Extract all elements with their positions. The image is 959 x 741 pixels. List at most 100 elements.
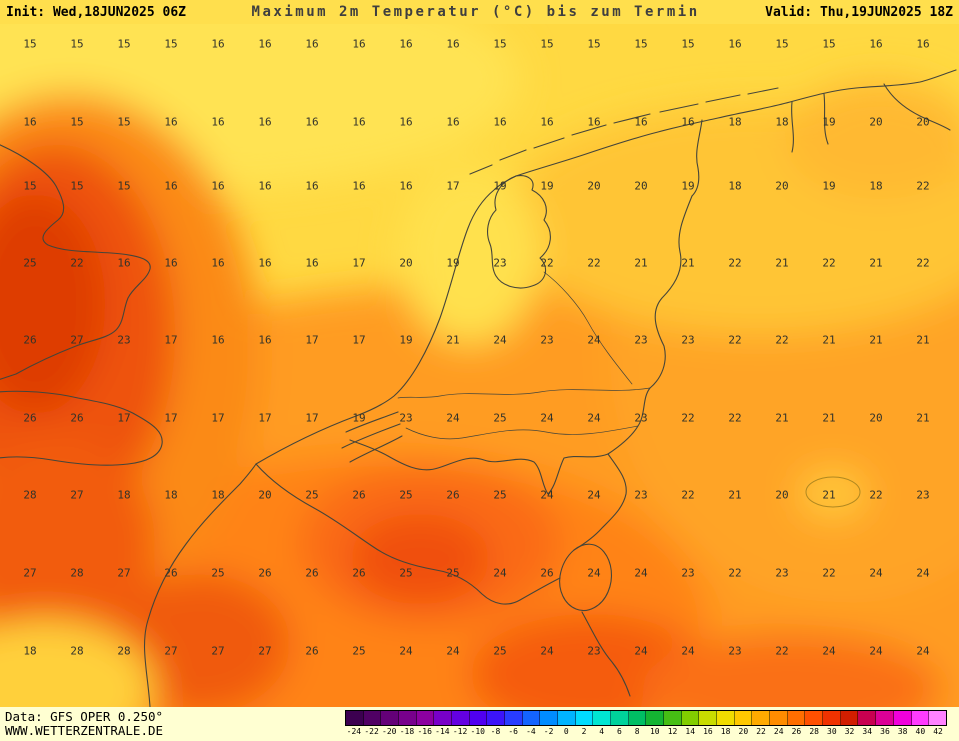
colorbar-cell: [522, 711, 541, 725]
temp-value: 20: [869, 412, 882, 425]
temp-value: 18: [869, 180, 882, 193]
temp-value: 16: [587, 116, 600, 129]
temp-value: 23: [634, 412, 647, 425]
colorbar-cell: [734, 711, 753, 725]
colorbar-tick-label: 22: [756, 727, 766, 736]
temp-value: 23: [916, 489, 929, 502]
temp-value: 24: [493, 567, 507, 580]
temp-value: 20: [587, 180, 600, 193]
colorbar-tick-label: 2: [581, 727, 587, 736]
colorbar-tick-label: 26: [791, 727, 802, 736]
colorbar-cell: [381, 711, 400, 725]
temp-value: 23: [117, 334, 130, 347]
temp-value: 16: [258, 116, 271, 129]
temperature-field: [0, 24, 959, 707]
colorbar-tick-label: 4: [599, 727, 605, 736]
temp-value: 28: [117, 645, 130, 658]
temp-value: 19: [493, 180, 506, 193]
temp-value: 21: [728, 489, 741, 502]
temp-value: 16: [211, 180, 224, 193]
temp-value: 28: [23, 489, 36, 502]
colorbar-tick-label: 8: [634, 727, 640, 736]
temp-value: 15: [540, 38, 553, 51]
temp-value: 21: [775, 412, 788, 425]
colorbar-tick-labels: -24 -22 -20 -18 -16 -14 -12 -10 -8 -6 -4 -2 0 2 4 6 8 10 1…: [345, 727, 947, 736]
luxembourg-border: [559, 543, 613, 611]
temp-value: 25: [352, 645, 365, 658]
temp-value: 28: [70, 645, 83, 658]
colorbar-tick-label: 12: [667, 727, 678, 736]
colorbar-cell: [823, 711, 841, 725]
temp-value: 26: [540, 567, 553, 580]
temp-value: 24: [681, 645, 695, 658]
colorbar-cell: [593, 711, 612, 725]
temp-value: 15: [775, 38, 788, 51]
temp-value: 24: [446, 645, 460, 658]
map-title: Maximum 2m Temperatur (°C) bis zum Termi…: [251, 4, 700, 20]
temp-value: 19: [399, 334, 412, 347]
temp-value: 24: [634, 567, 648, 580]
temp-value: 15: [23, 180, 36, 193]
temp-value: 24: [587, 567, 601, 580]
colorbar-tick-label: -6: [508, 727, 518, 736]
zeeland-delta-islands: [341, 411, 403, 463]
colorbar-cell: [876, 711, 894, 725]
colorbar-cell: [805, 711, 824, 725]
temp-value: 21: [446, 334, 459, 347]
temp-value: 16: [305, 257, 318, 270]
temp-value: 23: [681, 567, 694, 580]
colorbar-tick-label: -14: [435, 727, 450, 736]
temp-value: 23: [587, 645, 600, 658]
temp-value: 17: [305, 412, 318, 425]
temp-value: 18: [117, 489, 130, 502]
temp-value: 21: [869, 334, 882, 347]
colorbar-cell: [505, 711, 523, 725]
temp-value: 16: [446, 116, 459, 129]
temp-value: 16: [164, 180, 177, 193]
temp-value: 24: [869, 645, 883, 658]
temp-value: 25: [211, 567, 224, 580]
wadden-islands: [469, 87, 779, 175]
temp-value: 22: [869, 489, 882, 502]
temp-value: 27: [117, 567, 130, 580]
temp-value: 18: [164, 489, 177, 502]
temp-value: 16: [258, 180, 271, 193]
temp-value: 23: [540, 334, 553, 347]
temp-value: 25: [493, 489, 506, 502]
temp-value: 26: [70, 412, 83, 425]
temp-value: 17: [164, 334, 177, 347]
colorbar-cell: [681, 711, 700, 725]
temperature-values: 15 15 15 15 16 16 16 16 16 16 15 15 15 15 15 16 15 15 16 16…: [23, 38, 930, 658]
colorbar-tick-label: -12: [452, 727, 468, 736]
colorbar-tick-label: 16: [703, 727, 713, 736]
temp-value: 16: [258, 257, 271, 270]
temp-value: 16: [164, 116, 177, 129]
colorbar-cell: [699, 711, 718, 725]
colorbar-cell: [540, 711, 559, 725]
temp-value: 17: [305, 334, 318, 347]
jade-estuary: [791, 101, 794, 153]
temp-value: 27: [70, 489, 83, 502]
temp-value: 21: [822, 334, 835, 347]
colorbar-tick-label: -8: [490, 727, 501, 736]
temp-value: 24: [493, 334, 507, 347]
temp-value: 24: [540, 412, 554, 425]
german-bight-coastline: [515, 69, 957, 177]
temp-value: 27: [211, 645, 224, 658]
temp-value: 21: [869, 257, 882, 270]
temp-value: 22: [775, 334, 788, 347]
colorbar-tick-label: -4: [526, 727, 536, 736]
temp-value: 19: [681, 180, 694, 193]
temp-value: 19: [352, 412, 365, 425]
temp-value: 18: [23, 645, 36, 658]
colorbar-cell: [752, 711, 771, 725]
temp-value: 16: [305, 38, 318, 51]
temp-value: 15: [117, 116, 130, 129]
temp-value: 24: [634, 645, 648, 658]
colorbar-tick-label: 6: [616, 727, 622, 736]
temp-value: 16: [681, 116, 694, 129]
temp-value: 19: [822, 180, 835, 193]
colorbar-tick-label: 18: [720, 727, 731, 736]
colorbar-cell: [840, 711, 859, 725]
temp-value: 18: [775, 116, 788, 129]
